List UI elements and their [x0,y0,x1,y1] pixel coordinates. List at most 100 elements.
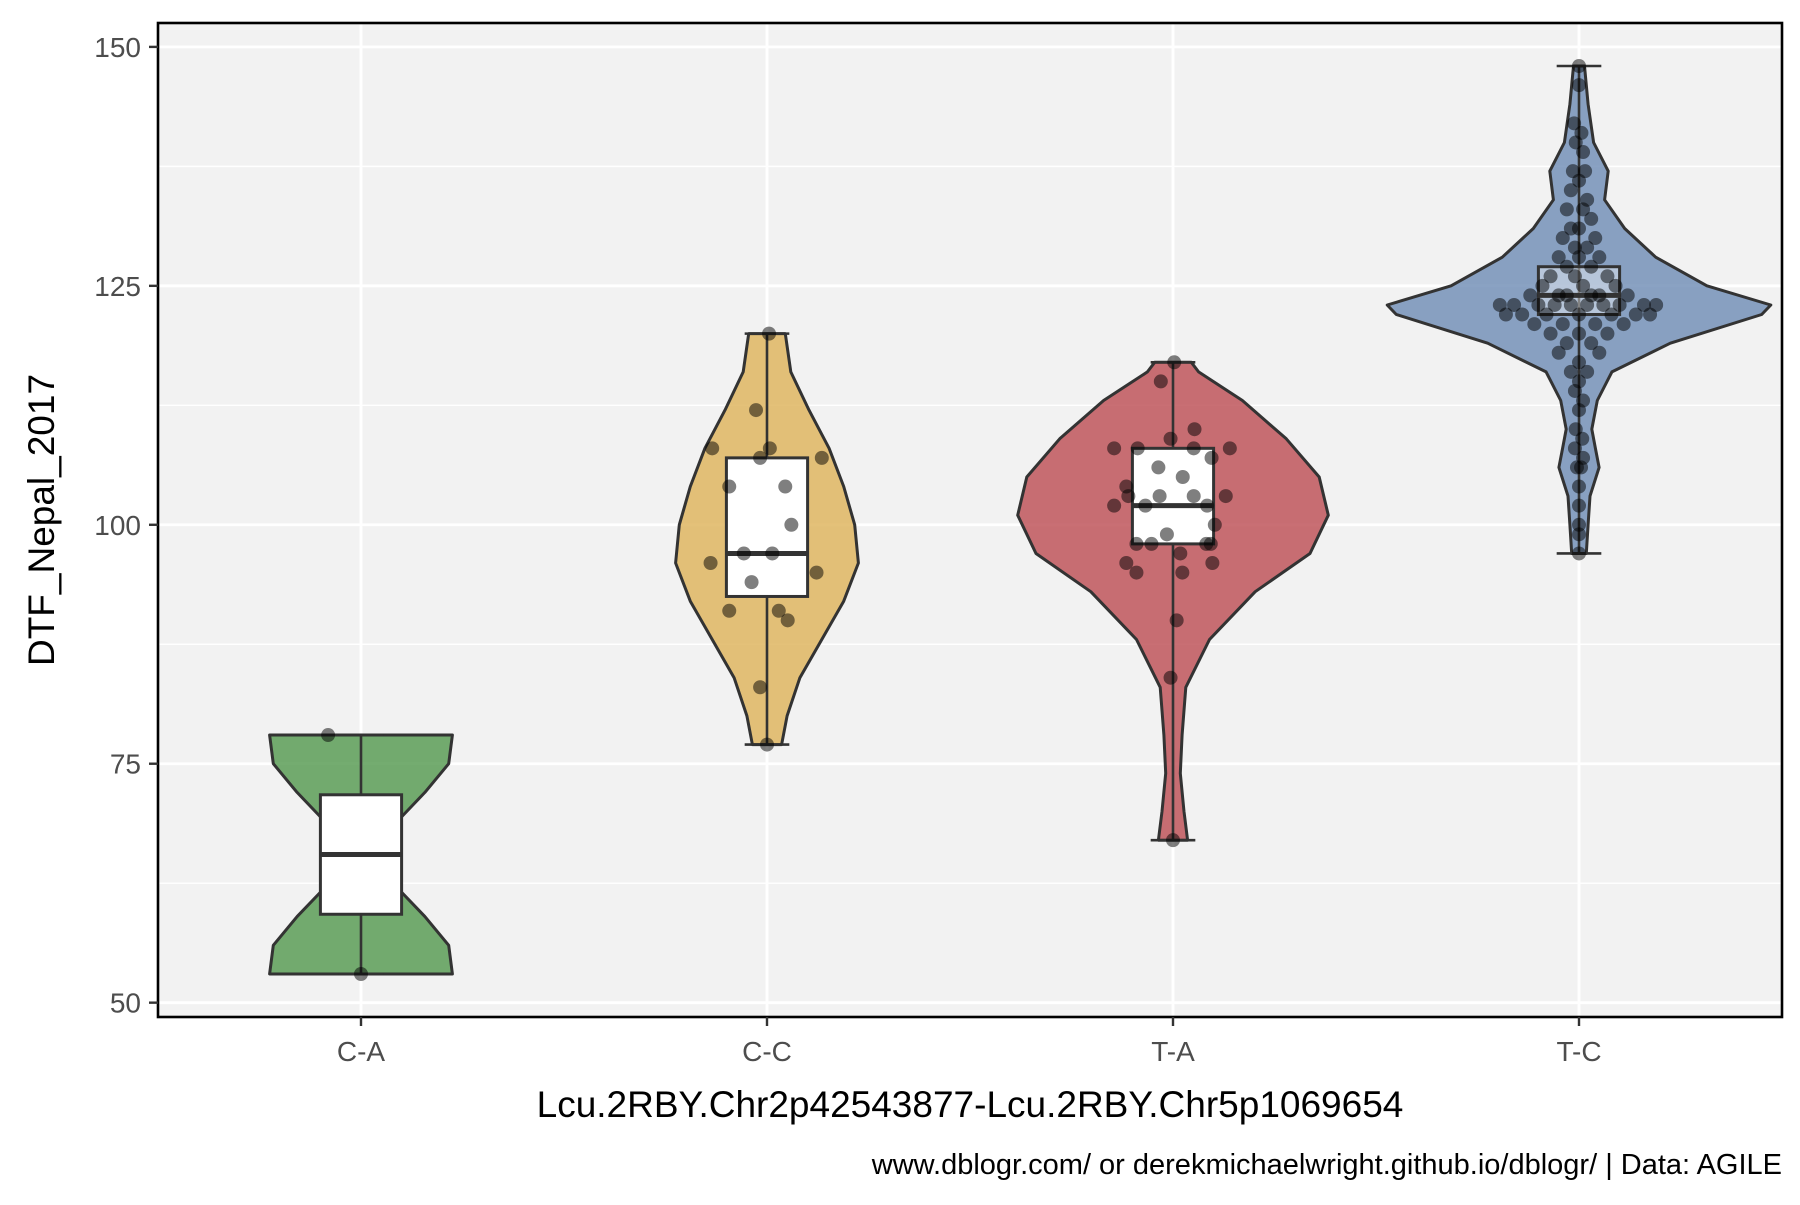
y-tick-label: 100 [94,510,141,541]
data-point [1568,135,1583,150]
data-point [1551,250,1566,265]
data-point [1175,469,1190,484]
data-point [1535,278,1550,293]
data-point [1563,297,1578,312]
data-point [1205,556,1220,571]
data-point [1130,441,1145,456]
data-point [722,479,737,494]
data-point [1572,479,1586,494]
data-point [778,479,793,494]
data-point [1574,460,1589,475]
data-point [1107,441,1122,456]
y-tick-label: 125 [94,271,141,302]
data-point [1531,297,1546,312]
data-point [1107,498,1122,513]
data-point [354,966,368,981]
data-point [1572,498,1586,513]
data-point [1572,527,1586,542]
data-point [1187,422,1202,437]
data-point [1144,536,1159,551]
plot-panel [158,23,1782,1017]
data-point [1129,536,1144,551]
chart-caption: www.dblogr.com/ or derekmichaelwright.gi… [871,1149,1782,1181]
data-point [1620,288,1635,303]
data-point [1555,317,1570,332]
data-point [1203,536,1218,551]
data-point [1580,240,1595,255]
data-point [736,546,751,561]
data-point [1527,317,1542,332]
y-axis-title: DTF_Nepal_2017 [21,374,62,666]
axes: 50 75 100 125 150 C-A C-C T-A T-C [94,32,1601,1067]
data-point [1580,364,1595,379]
data-point [1186,489,1201,504]
data-point [1608,278,1623,293]
data-point [1612,297,1627,312]
data-point [1129,565,1144,580]
data-point [1159,527,1174,542]
data-point [1163,670,1178,685]
data-point [771,603,786,618]
data-point [753,450,768,465]
data-point [1138,498,1153,513]
data-point [1576,278,1591,293]
data-point [1588,317,1603,332]
data-point [1559,336,1574,351]
data-point [753,680,768,695]
data-point [1572,355,1586,370]
data-point [1567,441,1582,456]
data-point [1572,250,1586,265]
data-point [1167,355,1182,370]
data-point [1559,259,1574,274]
data-point [760,737,774,752]
data-point [1151,460,1166,475]
data-point [1600,269,1615,284]
data-point [1498,307,1513,322]
x-tick-label: T-C [1556,1036,1601,1067]
y-tick-label: 150 [94,32,141,63]
data-point [1600,326,1615,341]
data-point [1204,450,1219,465]
box-T-A [1130,446,1216,546]
data-point [1200,498,1215,513]
data-point [1572,546,1586,561]
x-axis-title: Lcu.2RBY.Chr2p42543877-Lcu.2RBY.Chr5p106… [537,1084,1404,1125]
data-point [1186,441,1201,456]
data-point [703,556,718,571]
data-point [1572,78,1586,93]
data-point [1572,403,1586,418]
data-point [1169,613,1184,628]
data-point [1163,431,1178,446]
data-point [1119,556,1134,571]
data-point [1572,326,1586,341]
data-point [1592,345,1607,360]
data-points [321,59,1664,981]
data-point [1604,307,1619,322]
data-point [1572,59,1586,74]
y-tick-label: 50 [110,988,141,1019]
data-point [1643,307,1658,322]
data-point [1547,297,1562,312]
data-point [1584,336,1599,351]
data-point [1173,546,1188,561]
x-tick-label: C-C [742,1036,792,1067]
data-point [1539,307,1554,322]
data-point [744,575,759,590]
data-point [1567,383,1582,398]
data-point [1588,231,1603,246]
data-point [1551,345,1566,360]
data-point [1563,183,1578,198]
data-point [1218,489,1233,504]
data-point [1584,211,1599,226]
data-point [1515,307,1530,322]
data-point [1222,441,1237,456]
data-point [1555,231,1570,246]
data-point [1567,269,1582,284]
data-point [1543,326,1558,341]
data-point [1121,489,1136,504]
data-point [1559,202,1574,217]
data-point [1576,202,1591,217]
y-tick-label: 75 [110,749,141,780]
